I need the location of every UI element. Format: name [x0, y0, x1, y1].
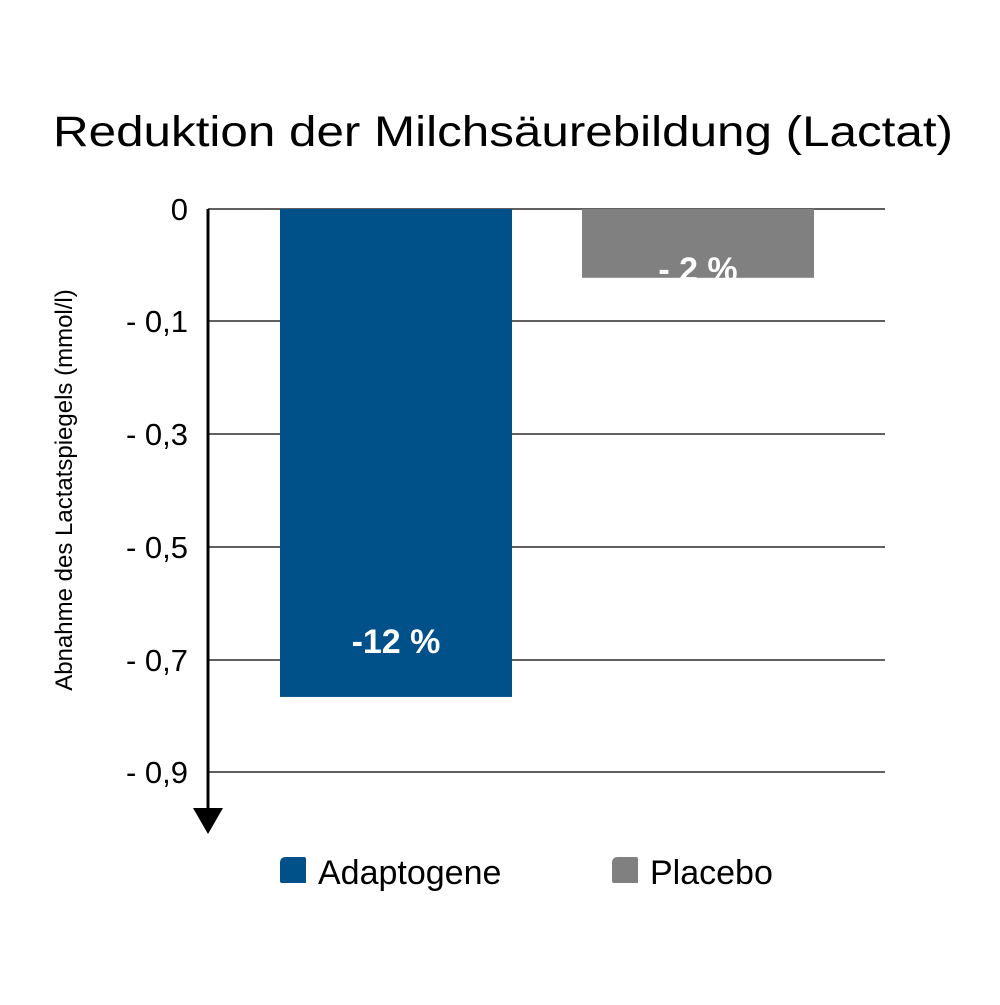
- bars: [280, 209, 814, 697]
- bar-placebo: [582, 209, 814, 278]
- legend-swatch: [280, 857, 306, 883]
- y-tick-labels: 0 - 0,1 - 0,3 - 0,5 - 0,7 - 0,9: [126, 192, 188, 790]
- bar-adaptogene: [280, 209, 512, 697]
- y-axis-arrow: [193, 808, 223, 834]
- y-tick-label: - 0,7: [126, 643, 188, 678]
- y-tick-label: - 0,9: [126, 755, 188, 790]
- legend-swatch: [612, 857, 638, 883]
- y-axis: [193, 209, 223, 834]
- y-axis-label: Abnahme des Lactatspiegels (mmol/l): [51, 289, 78, 691]
- data-labels: -12 % - 2 %: [352, 251, 738, 661]
- y-tick-label: - 0,1: [126, 304, 188, 339]
- y-tick-label: - 0,3: [126, 417, 188, 452]
- legend-label: Placebo: [650, 854, 773, 892]
- legend: Adaptogene Placebo: [280, 854, 773, 892]
- data-label: -12 %: [352, 623, 441, 661]
- chart-title: Reduktion der Milchsäurebildung (Lactat): [53, 108, 953, 156]
- y-tick-label: - 0,5: [126, 530, 188, 565]
- y-tick-label: 0: [171, 192, 188, 227]
- legend-label: Adaptogene: [318, 854, 501, 892]
- data-label: - 2 %: [658, 251, 737, 289]
